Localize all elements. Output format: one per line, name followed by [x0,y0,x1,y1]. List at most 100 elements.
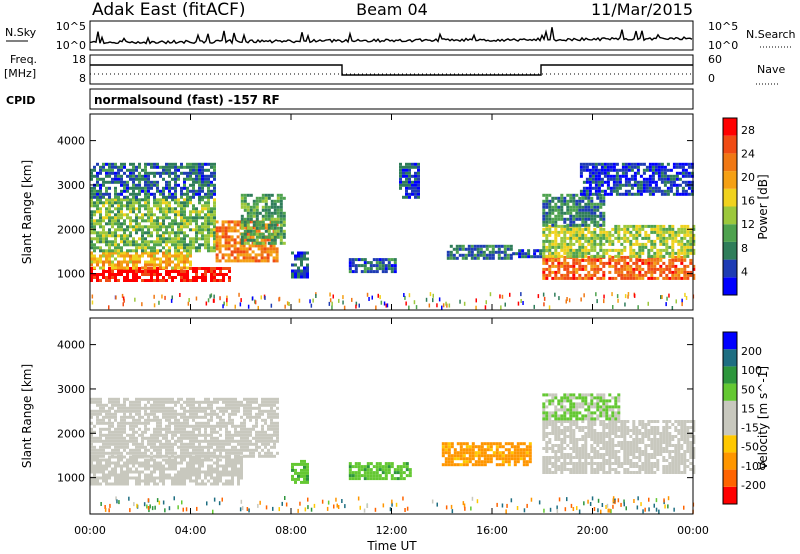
echo-cell [243,436,246,440]
echo-cell [231,397,234,401]
echo-cell [144,454,147,458]
echo-cell [180,430,183,434]
echo-cell [174,433,177,437]
echo-cell [590,261,594,265]
echo-cell [117,263,120,267]
echo-cell [156,234,159,238]
echo-cell [572,199,576,203]
echo-cell [192,439,195,443]
echo-cell [222,400,225,404]
echo-cell [267,433,270,437]
echo-cell [93,210,96,214]
echo-cell [254,299,256,304]
echo-cell [258,454,261,458]
echo-cell [276,193,280,197]
echo-cell [267,415,270,419]
echo-cell [258,439,261,443]
echo-cell [483,454,487,458]
echo-cell [647,233,651,237]
echo-cell [165,467,168,471]
echo-cell [608,270,612,274]
echo-cell [276,211,280,215]
echo-cell [225,436,228,440]
echo-cell [171,409,174,413]
echo-cell [630,186,634,190]
echo-cell [270,400,273,404]
echo-cell [168,415,171,419]
echo-cell [138,479,141,483]
echo-cell [614,224,618,228]
echo-cell [240,199,244,203]
echo-cell [180,273,183,276]
echo-cell [114,231,117,235]
echo-cell [267,451,270,455]
echo-cell [162,276,165,279]
nave-label: Nave [757,63,785,76]
echo-cell [156,403,159,407]
echo-cell [455,244,459,248]
echo-cell [615,186,619,190]
echo-cell [231,403,234,407]
echo-cell [93,464,96,468]
echo-cell [261,205,265,209]
echo-cell [542,220,546,224]
echo-cell [183,210,186,214]
echo-cell [177,243,180,247]
echo-cell [159,171,162,175]
echo-cell [177,400,180,404]
echo-cell [542,242,546,246]
echo-cell [243,442,246,446]
echo-cell [240,235,244,239]
echo-cell [291,468,294,472]
echo-cell [180,424,183,428]
echo-cell [608,258,612,262]
echo-cell [231,467,234,471]
echo-cell [237,448,240,452]
echo-cell [270,412,273,416]
echo-cell [222,421,225,425]
echo-cell [147,216,150,220]
echo-cell [171,445,174,449]
echo-cell [605,248,609,252]
echo-cell [461,256,465,260]
echo-cell [615,183,619,187]
echo-cell [222,304,224,309]
echo-cell [96,436,99,440]
echo-cell [597,171,601,175]
echo-cell [627,177,631,181]
echo-cell [599,199,603,203]
echo-cell [675,177,679,181]
echo-cell [414,174,417,178]
echo-cell [201,162,204,166]
echo-cell [108,180,111,184]
power-colorbar-swatches [723,118,737,295]
echo-cell [123,228,126,232]
echo-cell [180,213,183,217]
echo-cell [467,253,471,257]
echo-cell [366,270,370,274]
echo-cell [120,251,123,255]
echo-cell [198,467,201,471]
echo-cell [174,222,177,226]
echo-cell [626,273,630,277]
echo-cell [554,276,558,280]
echo-cell [195,237,198,241]
echo-cell [593,267,597,271]
echo-cell [243,430,246,434]
echo-cell [129,448,132,452]
echo-cell [225,273,228,276]
echo-cell [93,195,96,199]
echo-cell [566,236,570,240]
echo-cell [596,214,600,218]
echo-cell [639,189,643,193]
echo-cell [174,234,177,238]
echo-cell [632,248,636,252]
echo-cell [132,409,135,413]
echo-cell [183,436,186,440]
echo-cell [234,454,237,458]
echo-cell [135,243,138,247]
echo-cell [177,412,180,416]
echo-cell [462,442,466,446]
echo-cell [198,470,201,474]
echo-cell [105,251,108,255]
